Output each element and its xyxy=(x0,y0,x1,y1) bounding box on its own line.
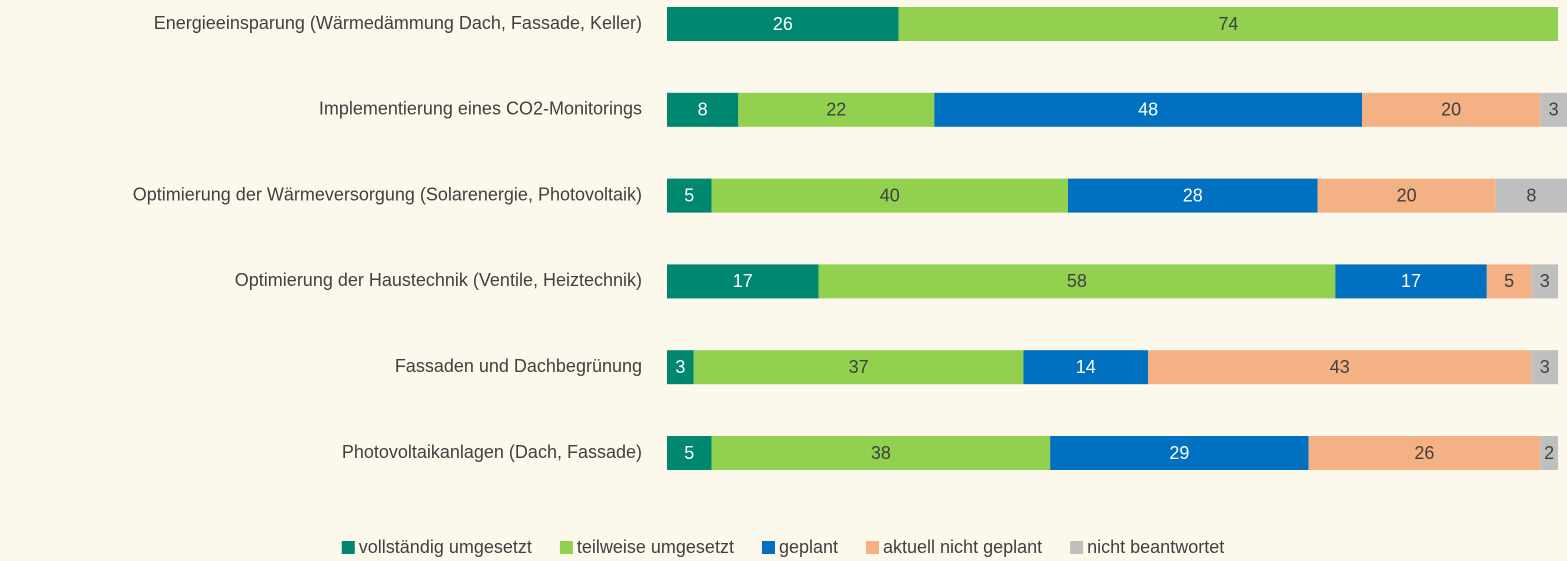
legend-swatch xyxy=(761,541,775,554)
value-label: 3 xyxy=(1549,100,1559,120)
bar-segment xyxy=(1540,92,1567,127)
value-label: 48 xyxy=(1138,100,1158,120)
value-label: 2 xyxy=(1544,443,1554,463)
value-label: 5 xyxy=(1504,271,1514,291)
legend: vollständig umgesetzt teilweise umgesetzt… xyxy=(341,537,1224,557)
value-label: 28 xyxy=(1183,185,1203,205)
value-label: 20 xyxy=(1441,100,1461,120)
category-label: Optimierung der Wärmeversorgung (Solaren… xyxy=(133,184,642,204)
legend-label: teilweise umgesetzt xyxy=(577,537,734,557)
value-label: 26 xyxy=(1414,443,1434,463)
bar-segment xyxy=(1023,350,1149,385)
bar-segment xyxy=(693,350,1024,385)
legend-label: geplant xyxy=(779,537,838,557)
bar-segment xyxy=(1362,92,1541,127)
bar-segment xyxy=(1495,178,1567,213)
legend-swatch xyxy=(1070,541,1084,554)
bar-segment xyxy=(667,436,712,470)
bar-segment xyxy=(667,350,694,385)
value-label: 38 xyxy=(871,443,891,463)
value-label: 17 xyxy=(733,271,753,291)
value-label: 17 xyxy=(1401,271,1421,291)
bar-segment xyxy=(738,92,935,127)
value-label: 58 xyxy=(1067,271,1087,291)
bar-segment xyxy=(1050,436,1309,470)
legend-label: vollständig umgesetzt xyxy=(359,537,532,557)
value-label: 20 xyxy=(1397,185,1417,205)
bar-segment xyxy=(1531,264,1559,299)
bar-segment xyxy=(667,7,899,41)
legend-label: aktuell nicht geplant xyxy=(883,537,1042,557)
bar-segment xyxy=(1335,264,1487,299)
value-label: 8 xyxy=(1526,185,1536,205)
value-label: 29 xyxy=(1169,443,1189,463)
legend-swatch xyxy=(341,541,355,554)
bar-segment xyxy=(934,92,1363,127)
bar-segment xyxy=(1531,350,1559,385)
value-label: 8 xyxy=(698,100,708,120)
bar-segment xyxy=(1317,178,1496,213)
value-label: 14 xyxy=(1076,357,1096,377)
legend-swatch xyxy=(559,541,573,554)
category-label: Optimierung der Haustechnik (Ventile, He… xyxy=(235,270,642,290)
bar-segment xyxy=(711,436,1051,470)
value-label: 26 xyxy=(773,14,793,34)
bar-segment xyxy=(1067,178,1318,213)
bar-segment xyxy=(1148,350,1532,385)
value-label: 5 xyxy=(684,443,694,463)
category-label: Energieeinsparung (Wärmedämmung Dach, Fa… xyxy=(154,13,642,33)
bar-segment xyxy=(1486,264,1532,299)
bar-segment xyxy=(1540,436,1559,470)
bar-segment xyxy=(898,7,1559,41)
value-label: 22 xyxy=(826,100,846,120)
category-label: Photovoltaikanlagen (Dach, Fassade) xyxy=(342,442,642,462)
legend-swatch xyxy=(866,541,880,554)
value-label: 3 xyxy=(675,357,685,377)
value-label: 40 xyxy=(880,185,900,205)
value-label: 37 xyxy=(849,357,869,377)
value-label: 3 xyxy=(1540,357,1550,377)
bar-segment xyxy=(711,178,1068,213)
legend-label: nicht beantwortet xyxy=(1087,537,1224,557)
value-label: 43 xyxy=(1330,357,1350,377)
bar-segment xyxy=(667,92,739,127)
value-label: 74 xyxy=(1218,14,1238,34)
bar-segment xyxy=(667,264,819,299)
bar-segment xyxy=(818,264,1336,299)
value-label: 3 xyxy=(1540,271,1550,291)
bar-segment xyxy=(667,178,712,213)
category-label: Implementierung eines CO2-Monitorings xyxy=(319,99,642,119)
bar-segment xyxy=(1308,436,1541,470)
value-label: 5 xyxy=(684,185,694,205)
category-label: Fassaden und Dachbegrünung xyxy=(395,356,642,376)
